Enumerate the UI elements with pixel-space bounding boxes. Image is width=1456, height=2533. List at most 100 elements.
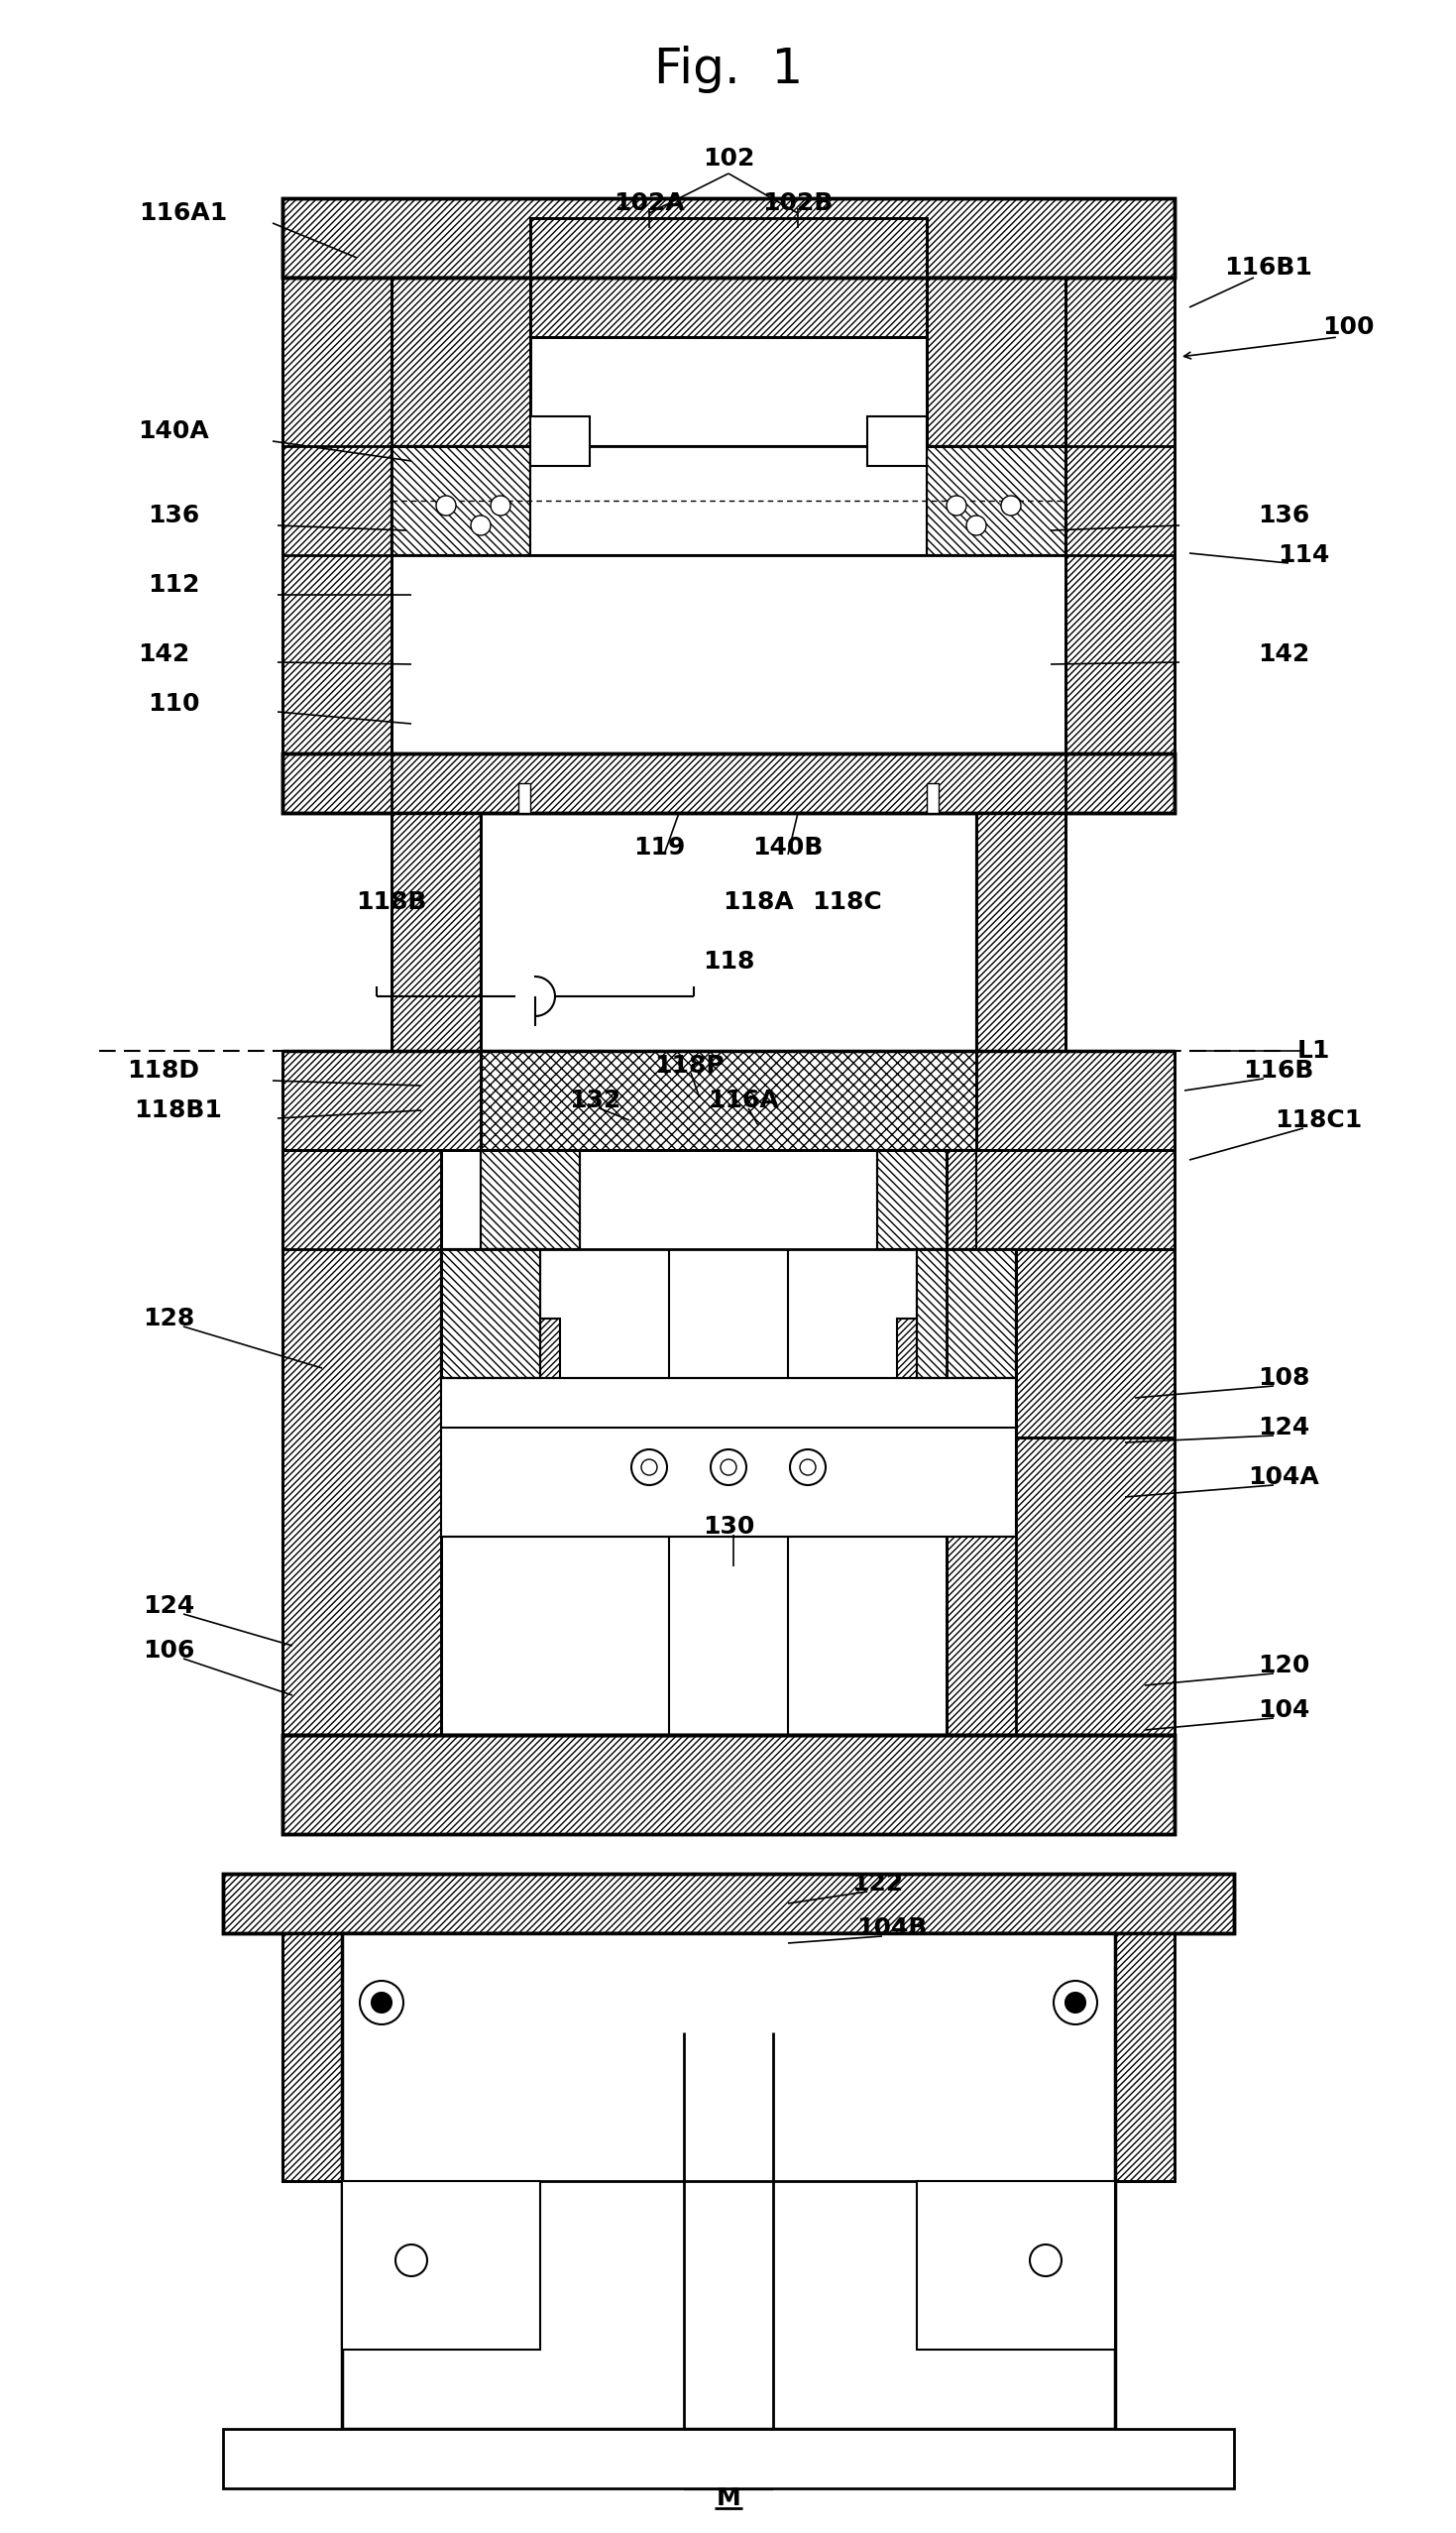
Text: Fig.  1: Fig. 1 [654, 46, 802, 94]
Text: 116B: 116B [1243, 1059, 1313, 1082]
Bar [1016, 1249, 1175, 1439]
Bar [282, 279, 392, 813]
Text: 130: 130 [703, 1515, 754, 1538]
Bar [946, 1150, 1175, 1735]
Bar [977, 813, 1066, 1051]
Bar [282, 198, 1175, 279]
Text: 104: 104 [1258, 1697, 1309, 1722]
Bar [437, 1933, 1021, 2031]
Bar [530, 279, 926, 337]
Bar [342, 2181, 540, 2351]
Text: 140B: 140B [753, 836, 823, 859]
Circle shape [1002, 496, 1021, 517]
Bar [926, 783, 939, 813]
Text: 116A: 116A [708, 1089, 779, 1112]
Bar [926, 446, 1066, 555]
Bar [518, 783, 530, 813]
Bar [392, 279, 530, 446]
Bar [441, 1249, 540, 1378]
Text: 132: 132 [569, 1089, 620, 1112]
Text: 116B1: 116B1 [1224, 256, 1313, 279]
Bar [392, 446, 530, 555]
Bar [926, 279, 1066, 446]
Bar [282, 1735, 1175, 1834]
Bar [1066, 279, 1175, 813]
Text: 122: 122 [852, 1872, 903, 1895]
Bar [392, 813, 480, 1051]
Circle shape [491, 496, 511, 517]
Bar [282, 752, 1175, 813]
Text: 110: 110 [147, 692, 199, 717]
Bar [917, 1249, 1016, 1378]
Text: M: M [716, 2487, 741, 2510]
Bar [926, 446, 1066, 555]
Text: 120: 120 [1258, 1654, 1309, 1677]
Text: 102: 102 [703, 147, 754, 170]
Text: 102B: 102B [763, 193, 833, 215]
Bar [480, 1150, 579, 1249]
Text: 136: 136 [1258, 504, 1309, 527]
Bar [917, 1249, 1016, 1378]
Circle shape [1066, 1993, 1085, 2014]
Text: 118B1: 118B1 [134, 1099, 223, 1122]
Bar [282, 1933, 437, 2181]
Text: 118P: 118P [654, 1054, 724, 1077]
Bar [342, 1933, 1115, 2429]
Text: 124: 124 [143, 1593, 195, 1619]
Text: 128: 128 [143, 1307, 195, 1330]
Circle shape [360, 1981, 403, 2024]
Text: 118D: 118D [127, 1059, 199, 1082]
Bar [282, 1735, 1175, 1834]
Circle shape [470, 517, 491, 534]
Bar [480, 1051, 977, 1150]
Text: 104A: 104A [1248, 1464, 1319, 1489]
Circle shape [371, 1993, 392, 2014]
Text: 106: 106 [143, 1639, 195, 1662]
Bar [392, 446, 530, 555]
Bar [926, 279, 1066, 446]
Text: L1: L1 [1297, 1039, 1329, 1064]
Bar [480, 1150, 579, 1249]
Circle shape [799, 1459, 815, 1474]
Bar [392, 279, 530, 446]
Circle shape [967, 517, 986, 534]
Bar [977, 813, 1066, 1051]
Bar [282, 1051, 480, 1150]
Text: 118C: 118C [812, 889, 882, 914]
Text: 104B: 104B [856, 1917, 927, 1940]
Bar [530, 218, 926, 279]
Bar [282, 1150, 441, 1735]
Text: 124: 124 [1258, 1416, 1309, 1439]
Bar [441, 1249, 540, 1378]
Text: 136: 136 [147, 504, 199, 527]
Bar [530, 218, 926, 279]
Bar [282, 1933, 437, 2181]
Text: 140A: 140A [138, 420, 210, 443]
Text: 118: 118 [703, 950, 754, 973]
Circle shape [946, 496, 967, 517]
Circle shape [1029, 2244, 1061, 2277]
Bar [282, 1051, 480, 1150]
Bar [977, 1051, 1175, 1150]
Bar [282, 198, 1175, 279]
Text: 142: 142 [138, 643, 189, 666]
Bar [282, 1150, 441, 1735]
Bar [441, 1378, 1016, 1538]
Bar [282, 279, 392, 813]
Bar [877, 1150, 977, 1249]
Bar [868, 415, 926, 466]
Bar [223, 1874, 1235, 1933]
Circle shape [641, 1459, 657, 1474]
Text: 118A: 118A [722, 889, 794, 914]
Text: 119: 119 [633, 836, 686, 859]
Polygon shape [926, 446, 1066, 555]
Bar [530, 446, 926, 555]
Bar [530, 415, 590, 466]
Bar [917, 2181, 1115, 2351]
Bar [877, 1150, 977, 1249]
Bar [223, 1874, 1235, 1933]
Circle shape [711, 1449, 747, 1484]
Bar [282, 752, 1175, 813]
Bar [1021, 1933, 1175, 2181]
Bar [441, 1320, 561, 1429]
